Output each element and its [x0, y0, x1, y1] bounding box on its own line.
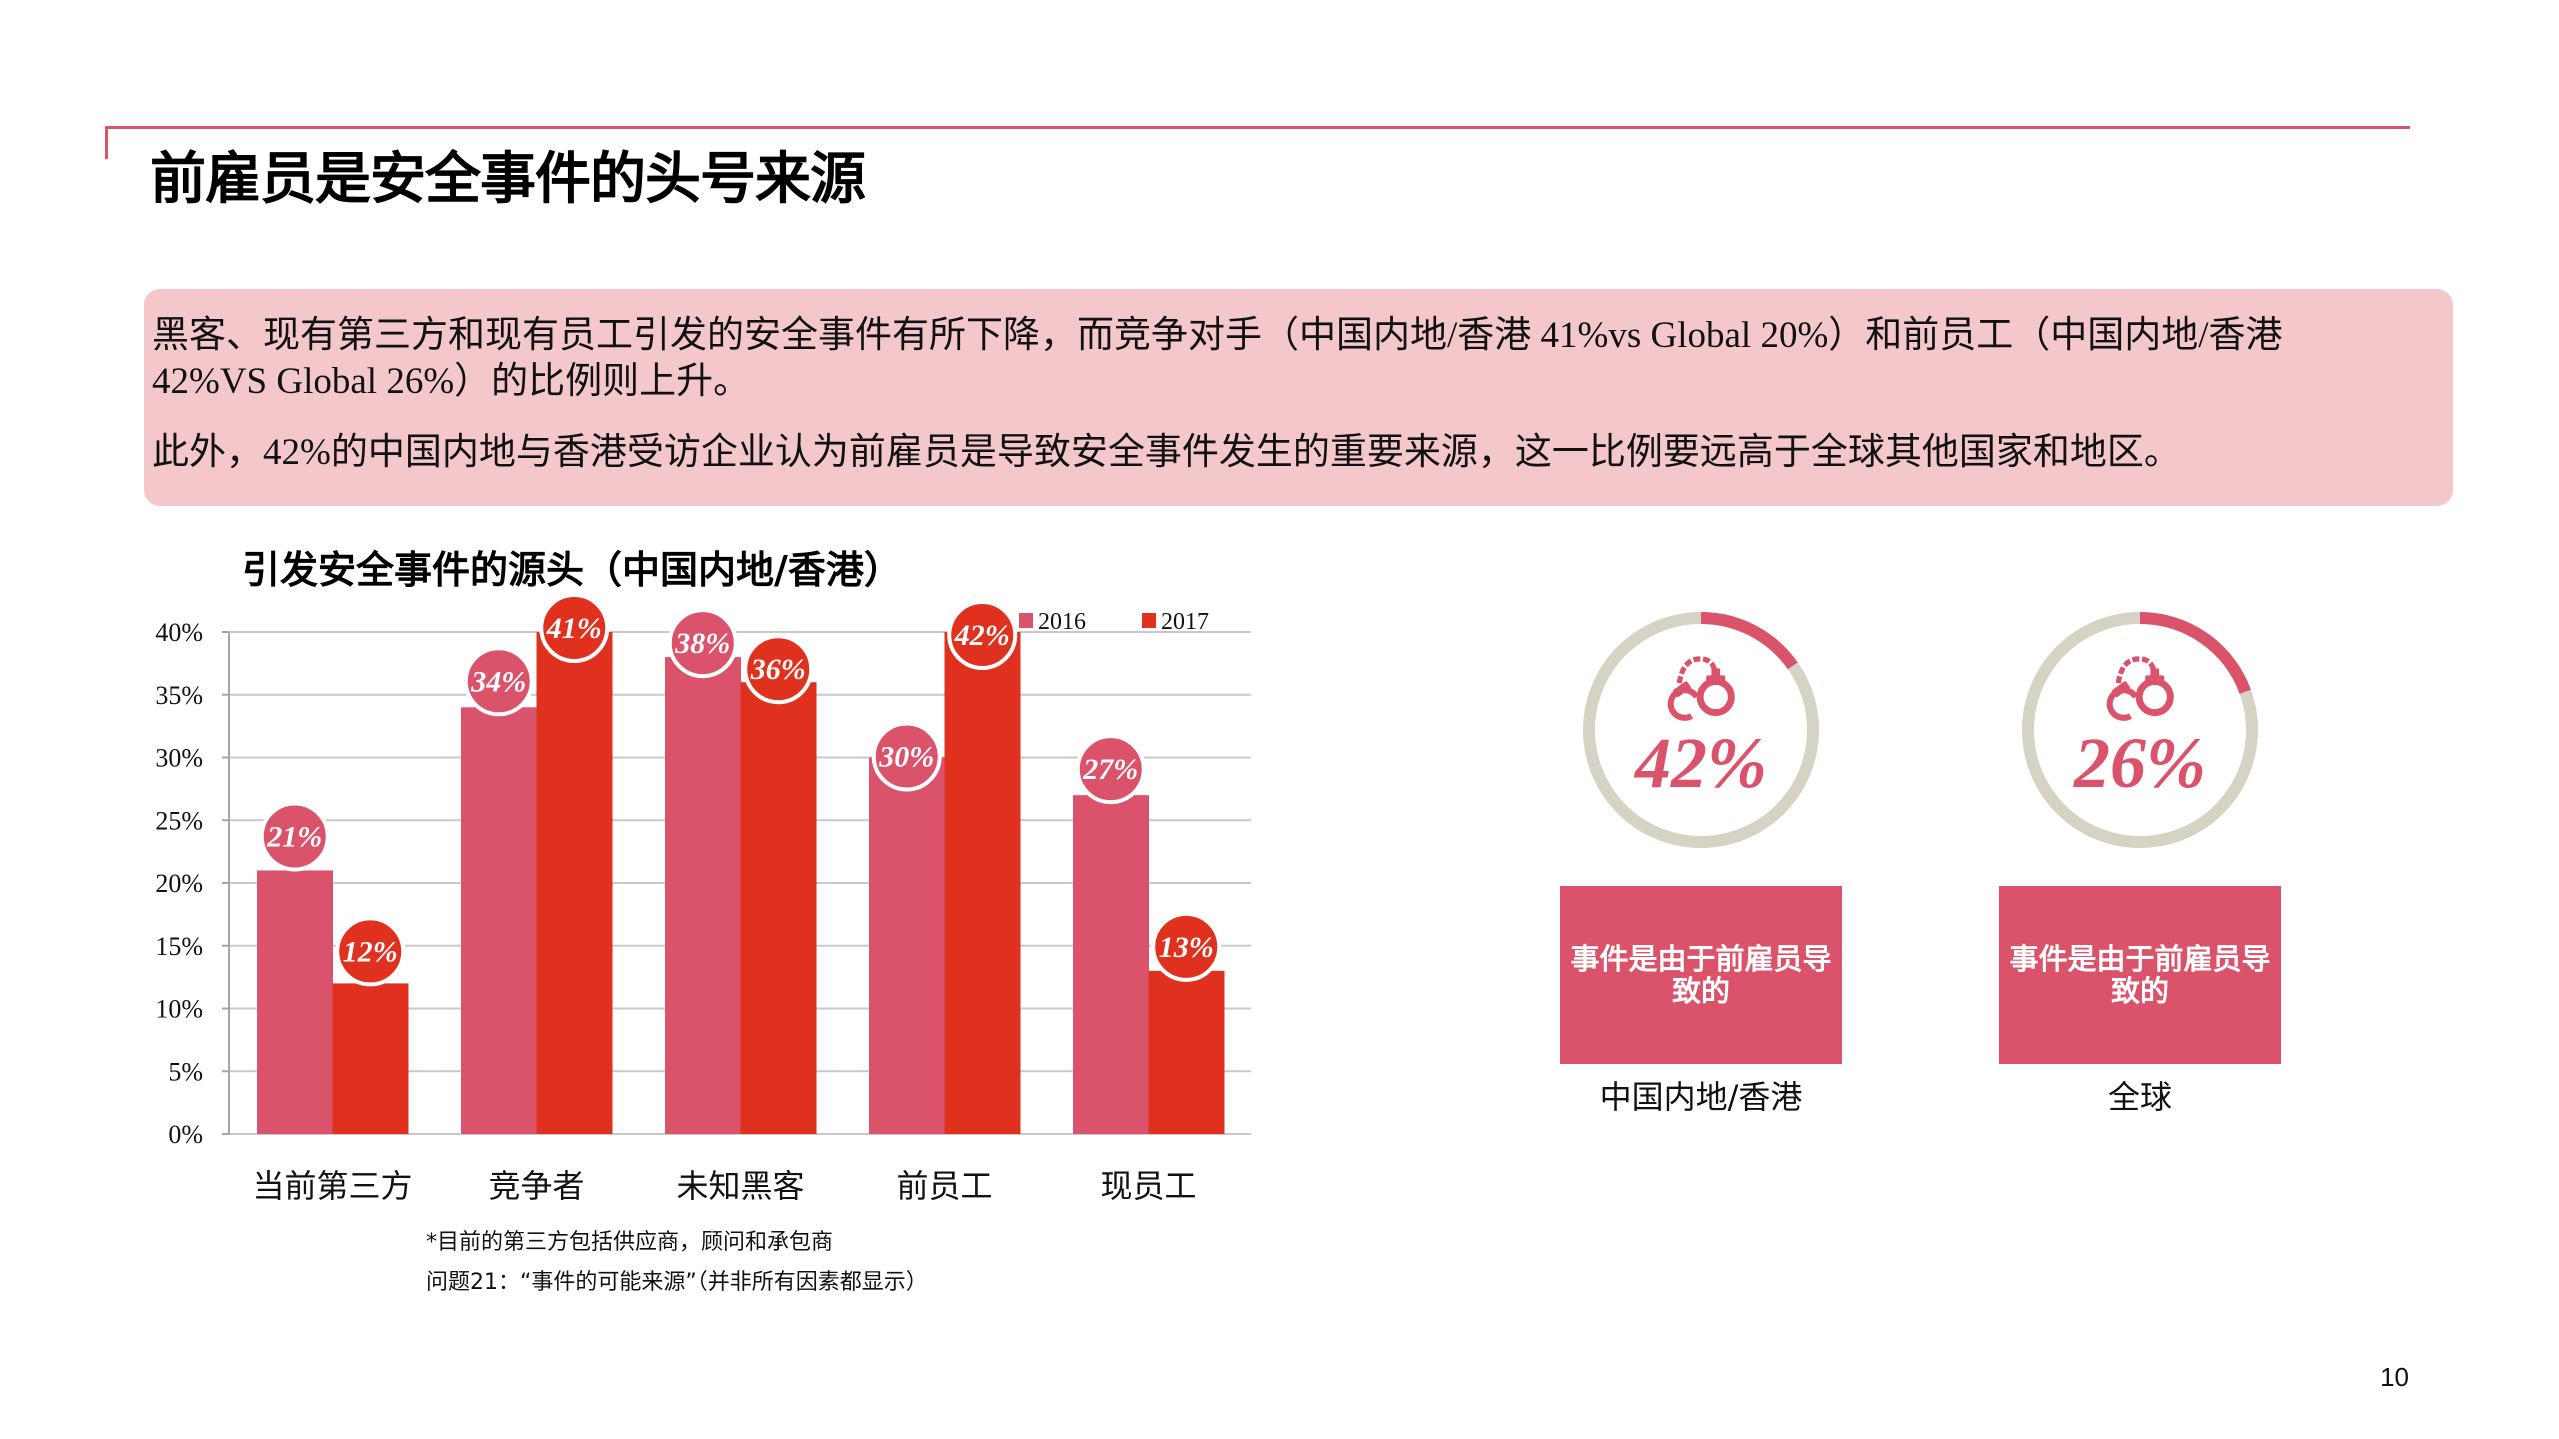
data-label-text: 42%	[954, 619, 1010, 652]
stat-card-china: 42% 事件是由于前雇员导致的 中国内地/香港	[1560, 612, 1842, 1132]
x-category-label: 未知黑客	[676, 1167, 804, 1205]
data-label-bubble	[1151, 911, 1222, 982]
bar-2016	[461, 707, 537, 1134]
footnote-third-party: *目前的第三方包括供应商，顾问和承包商	[426, 1230, 834, 1255]
footnote-question: 问题21：“事件的可能来源”（并非所有因素都显示）	[426, 1270, 928, 1295]
legend-label-2016: 2016	[1038, 609, 1086, 635]
data-label-text: 41%	[546, 612, 602, 645]
data-label-text: 30%	[878, 741, 934, 774]
y-tick-label: 40%	[155, 618, 203, 647]
summary-paragraph-2: 此外，42%的中国内地与香港受访企业认为前雇员是导致安全事件发生的重要来源，这一…	[152, 432, 2181, 473]
summary-paragraph-1: 黑客、现有第三方和现有员工引发的安全事件有所下降，而竞争对手（中国内地/香港 4…	[152, 313, 2453, 405]
data-label-text: 38%	[674, 627, 730, 660]
bar-2016	[869, 757, 945, 1134]
data-label-text: 34%	[470, 665, 526, 698]
stat-value: 42%	[1635, 723, 1767, 803]
data-label-bubble	[463, 646, 534, 717]
x-category-label: 现员工	[1100, 1167, 1196, 1205]
bar-2016	[257, 870, 333, 1134]
handcuffs-icon	[2106, 656, 2174, 721]
summary-paragraph-1-line-2: 42%VS Global 26%）的比例则上升。	[152, 361, 751, 402]
data-label-bubble	[947, 600, 1018, 670]
bar-2017	[332, 983, 409, 1134]
stat-region-label: 中国内地/香港	[1599, 1078, 1803, 1116]
bar-2017	[944, 632, 1021, 1134]
x-category-label: 竞争者	[488, 1167, 584, 1205]
ring-arc	[1583, 612, 1819, 848]
stat-value: 26%	[2074, 723, 2206, 803]
y-tick-label: 0%	[168, 1120, 203, 1149]
progress-ring	[1583, 612, 1819, 848]
stat-region-label: 全球	[2107, 1078, 2172, 1116]
stat-caption: 事件是由于前雇员导致的	[2009, 942, 2271, 1008]
data-label-bubble	[743, 634, 814, 705]
handcuffs-icon	[1667, 656, 1735, 721]
data-label-text: 27%	[1082, 753, 1138, 786]
legend-swatch-2017	[1142, 613, 1156, 628]
bar-2017	[740, 682, 817, 1134]
stat-caption-box: 事件是由于前雇员导致的	[1999, 886, 2281, 1064]
summary-box: 黑客、现有第三方和现有员工引发的安全事件有所下降，而竞争对手（中国内地/香港 4…	[144, 289, 2453, 506]
data-label-bubble	[871, 721, 942, 792]
x-category-label: 前员工	[896, 1167, 992, 1205]
progress-ring	[2022, 612, 2258, 848]
data-label-text: 21%	[266, 820, 322, 853]
data-label-text: 12%	[343, 935, 398, 968]
ring-arc	[2022, 612, 2258, 848]
page-number: 10	[2380, 1362, 2409, 1392]
y-tick-label: 15%	[155, 932, 203, 961]
y-tick-label: 25%	[155, 806, 203, 835]
bar-2017	[536, 632, 613, 1134]
y-tick-label: 30%	[155, 744, 203, 773]
data-label-bubble	[539, 593, 610, 663]
page-title: 前雇员是安全事件的头号来源	[150, 147, 866, 212]
data-label-bubble	[335, 916, 406, 987]
y-tick-label: 35%	[155, 681, 203, 710]
stat-caption-box: 事件是由于前雇员导致的	[1560, 886, 1842, 1064]
bar-2017	[1148, 970, 1225, 1134]
header-rule-vertical	[105, 126, 108, 159]
x-category-label: 当前第三方	[252, 1167, 412, 1205]
data-label-text: 36%	[750, 653, 806, 686]
legend-label-2017: 2017	[1161, 609, 1209, 635]
y-tick-label: 10%	[155, 995, 203, 1024]
stat-card-global: 26% 事件是由于前雇员导致的 全球	[1999, 612, 2281, 1132]
bar-2016	[665, 657, 741, 1134]
data-label-text: 13%	[1159, 931, 1214, 964]
chart-title: 引发安全事件的源头（中国内地/香港）	[242, 548, 902, 592]
bar-chart: 0% 5% 10% 15% 20% 25% 30% 35% 40% 当前第三方 竞争者 未知黑客 前员工…	[155, 593, 1251, 1205]
y-tick-label: 20%	[155, 869, 203, 898]
data-label-bubble	[259, 801, 330, 872]
legend-swatch-2016	[1019, 613, 1033, 628]
data-label-bubble	[1075, 734, 1146, 805]
stat-caption: 事件是由于前雇员导致的	[1570, 942, 1832, 1008]
bar-2016	[1073, 795, 1149, 1134]
y-tick-label: 5%	[168, 1057, 203, 1086]
data-label-bubble	[667, 608, 738, 679]
summary-paragraph-1-line-1: 黑客、现有第三方和现有员工引发的安全事件有所下降，而竞争对手（中国内地/香港 4…	[152, 315, 2283, 356]
header-rule-horizontal	[105, 126, 2410, 129]
